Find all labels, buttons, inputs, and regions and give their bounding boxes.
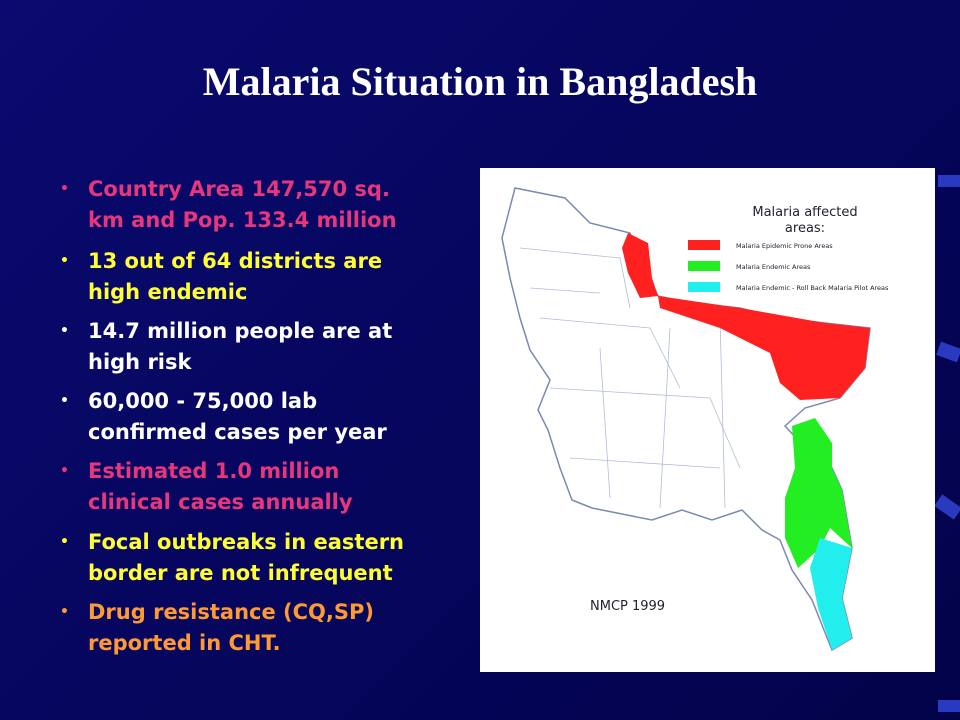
bullet-text: Focal outbreaks in eastern	[88, 530, 405, 554]
epidemic-prone-northeast	[658, 296, 870, 400]
legend-label: Malaria Endemic - Roll Back Malaria Pilo…	[736, 284, 889, 292]
bullet-text: 13 out of 64 districts are	[88, 249, 383, 273]
bullet-text: Estimated 1.0 million	[88, 459, 340, 483]
bullet-text: clinical cases annually	[88, 490, 353, 514]
bullet-text: border are not infrequent	[88, 561, 393, 585]
bullet-dot: •	[60, 463, 69, 479]
bullet-text: Country Area 147,570 sq.	[88, 177, 390, 201]
bullet-dot: •	[60, 393, 69, 409]
legend-swatch	[688, 261, 720, 271]
decor	[936, 341, 960, 363]
legend-swatch	[688, 240, 720, 250]
endemic-east	[785, 418, 852, 568]
bullet-text: confirmed cases per year	[88, 420, 387, 444]
decor	[934, 494, 960, 520]
bullet-dot: •	[60, 534, 69, 550]
bullet-dot: •	[60, 253, 69, 269]
bullet-text: 14.7 million people are at	[88, 319, 393, 343]
legend-swatch	[688, 282, 720, 292]
bullet-text: km and Pop. 133.4 million	[88, 208, 397, 232]
bullet-text: Drug resistance (CQ,SP)	[88, 600, 374, 624]
decor	[938, 175, 960, 187]
map-source: NMCP 1999	[590, 599, 665, 614]
bullet-dot: •	[60, 604, 69, 620]
bullet-text: high risk	[88, 350, 192, 374]
bullet-text: high endemic	[88, 280, 248, 304]
legend-label: Malaria Endemic Areas	[736, 263, 811, 271]
bullet-dot: •	[60, 323, 69, 339]
slide-title: Malaria Situation in Bangladesh	[202, 59, 758, 104]
bullet-dot: •	[60, 181, 69, 197]
bullet-text: 60,000 - 75,000 lab	[88, 389, 318, 413]
decor	[938, 700, 960, 712]
bullet-text: reported in CHT.	[88, 631, 281, 655]
epidemic-prone-north	[622, 233, 658, 298]
district-lines	[519, 247, 741, 509]
legend-title: areas:	[785, 221, 825, 236]
rbm-pilot	[810, 538, 852, 650]
legend-title: Malaria affected	[752, 205, 857, 220]
legend-label: Malaria Epidemic Prone Areas	[736, 242, 833, 250]
